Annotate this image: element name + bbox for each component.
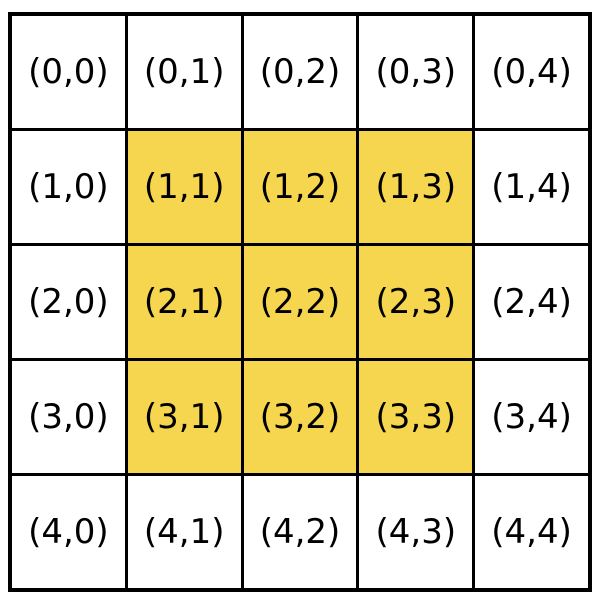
grid-cell-1-3: (1,3): [359, 131, 473, 243]
grid-cell-2-1: (2,1): [127, 246, 241, 358]
grid-cell-4-4: (4,4): [475, 476, 588, 588]
grid-cell-2-3: (2,3): [359, 246, 473, 358]
grid-cell-3-3: (3,3): [359, 361, 473, 473]
grid-cell-0-3: (0,3): [359, 16, 473, 128]
grid-cell-4-1: (4,1): [127, 476, 241, 588]
grid-cell-1-0: (1,0): [12, 131, 125, 243]
grid-cell-0-4: (0,4): [475, 16, 588, 128]
grid-cell-2-0: (2,0): [12, 246, 125, 358]
coordinate-grid: (0,0) (0,1) (0,2) (0,3) (0,4) (1,0) (1,1…: [8, 12, 592, 592]
grid-cell-1-1: (1,1): [127, 131, 241, 243]
grid-cell-0-2: (0,2): [243, 16, 357, 128]
grid-cell-0-0: (0,0): [12, 16, 125, 128]
grid-cell-3-4: (3,4): [475, 361, 588, 473]
grid-cell-3-2: (3,2): [243, 361, 357, 473]
grid-cell-4-0: (4,0): [12, 476, 125, 588]
grid-cell-4-3: (4,3): [359, 476, 473, 588]
grid-cell-3-0: (3,0): [12, 361, 125, 473]
grid-cell-0-1: (0,1): [127, 16, 241, 128]
grid-cell-2-2: (2,2): [243, 246, 357, 358]
grid-cell-1-2: (1,2): [243, 131, 357, 243]
grid-cell-4-2: (4,2): [243, 476, 357, 588]
grid-cell-2-4: (2,4): [475, 246, 588, 358]
grid-cell-3-1: (3,1): [127, 361, 241, 473]
grid-cell-1-4: (1,4): [475, 131, 588, 243]
